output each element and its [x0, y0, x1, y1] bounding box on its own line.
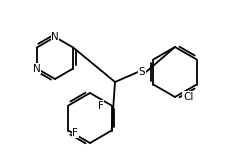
Text: N: N — [33, 64, 41, 73]
Text: S: S — [139, 67, 145, 77]
Text: Cl: Cl — [183, 92, 193, 102]
Text: N: N — [51, 32, 59, 42]
Text: F: F — [72, 128, 78, 137]
Text: F: F — [98, 100, 104, 111]
